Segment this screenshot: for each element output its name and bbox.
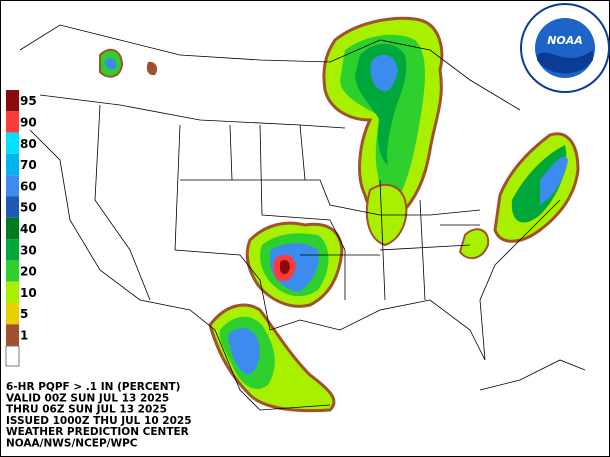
legend-label: 70: [20, 158, 37, 172]
caption-line: VALID 00Z SUN JUL 13 2025: [6, 392, 169, 404]
legend-swatch: [6, 260, 19, 282]
boundaries: [19, 24, 586, 411]
legend-swatch: [6, 196, 19, 218]
legend-swatch: [6, 111, 19, 133]
legend-label: 50: [20, 201, 37, 215]
legend-swatch: [6, 281, 19, 303]
legend-swatch: [6, 90, 19, 112]
legend-label: 95: [20, 94, 37, 108]
legend-swatch: [6, 175, 19, 197]
logo-text: NOAA: [547, 34, 583, 47]
legend-label: 40: [20, 222, 37, 236]
caption-line: THRU 06Z SUN JUL 13 2025: [6, 404, 167, 416]
legend-label: 90: [20, 115, 37, 129]
caption: 6-HR PQPF > .1 IN (PERCENT)VALID 00Z SUN…: [6, 381, 192, 450]
legend-blank: [5, 345, 20, 367]
legend-label: 80: [20, 137, 37, 151]
legend-label: 30: [20, 243, 37, 257]
legend-swatch: [6, 217, 19, 240]
legend-swatch: [6, 153, 19, 176]
legend-label: 10: [20, 286, 37, 300]
legend-label: 20: [20, 265, 37, 279]
legend-label: 5: [20, 307, 28, 321]
caption-line: 6-HR PQPF > .1 IN (PERCENT): [6, 381, 180, 393]
legend-label: 1: [20, 328, 28, 342]
noaa-logo: NOAA: [520, 3, 610, 93]
legend-swatch: [6, 324, 19, 346]
legend-swatch: [6, 303, 19, 325]
legend-label: 60: [20, 179, 37, 193]
caption-line: WEATHER PREDICTION CENTER: [6, 426, 189, 438]
legend-swatch: [6, 239, 19, 261]
caption-line: ISSUED 1000Z THU JUL 10 2025: [6, 415, 192, 427]
caption-line: NOAA/NWS/NCEP/WPC: [6, 438, 138, 450]
legend-swatch: [6, 132, 19, 154]
legend: 95 90 80 70 60 50 40 30 20 10 5 1: [6, 90, 37, 346]
